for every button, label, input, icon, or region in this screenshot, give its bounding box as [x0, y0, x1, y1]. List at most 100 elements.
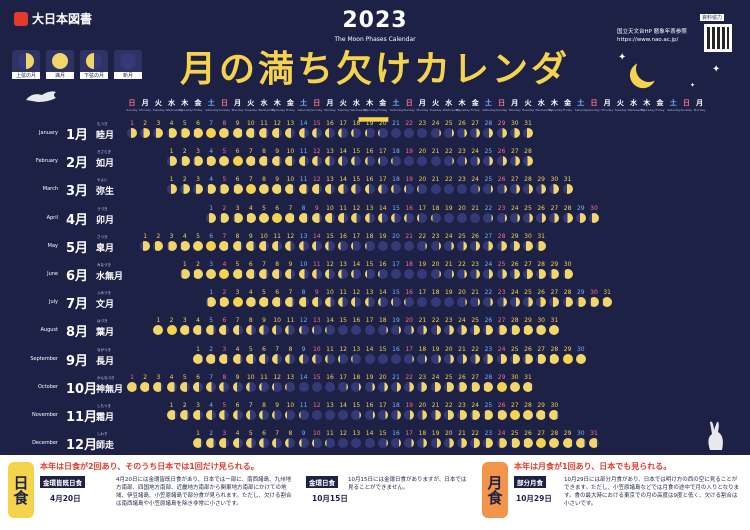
weekday-header: 金 Friday: [285, 99, 295, 112]
moon-phase-icon: [272, 240, 283, 251]
day-number: 2: [143, 373, 148, 381]
moon-phase-icon: [206, 325, 217, 336]
moon-phase-icon: [391, 325, 401, 336]
weekday-header: 水 Wednesday: [627, 99, 645, 112]
day-number: 24: [458, 317, 466, 325]
solar-event1-text: 4月20日には金環皆既日食があり、日本では一部に、南西諸島、九州地方南部、四国地…: [116, 477, 292, 507]
day-number: 19: [444, 289, 453, 297]
day-number: 2: [182, 402, 187, 409]
moon-phase-icon: [377, 410, 388, 420]
day-number: 16: [339, 232, 347, 240]
month-name-japanese: 師走: [96, 441, 115, 452]
day-number: 11: [286, 317, 295, 325]
solar-event2-tag: 金環日食: [306, 476, 338, 488]
day-number: 4: [209, 148, 214, 156]
moon-phase-icon: [166, 128, 177, 138]
moon-phase-icon: [219, 410, 230, 420]
month-number: 11月: [66, 410, 98, 425]
day-number: 2: [169, 317, 174, 325]
moon-phase-icon: [364, 269, 375, 279]
day-number: 28: [563, 204, 572, 212]
moon-phase-icon: [496, 438, 507, 449]
day-number: 17: [365, 317, 374, 325]
moon-phase-icon: [179, 325, 190, 336]
day-number: 11: [312, 261, 321, 268]
day-number: 4: [248, 289, 253, 297]
day-number: 2: [209, 345, 214, 353]
weekday-header: 水 Wednesday: [165, 99, 183, 112]
moon-phase-icon: [430, 297, 441, 308]
moon-phase-icon: [443, 184, 454, 195]
moon-phase-icon: [496, 353, 507, 364]
moon-phase-icon: [483, 297, 494, 308]
moon-phase-icon: [430, 381, 441, 392]
month-english: April: [46, 214, 58, 221]
moon-phase-icon: [285, 297, 296, 308]
moon-phase-icon: [193, 325, 203, 336]
day-number: 11: [339, 204, 347, 212]
day-number: 16: [352, 317, 361, 325]
day-number: 11: [299, 402, 308, 409]
day-number: 19: [431, 430, 440, 438]
day-number: 22: [444, 148, 453, 156]
moon-phase-icon: [589, 212, 599, 223]
day-number: 7: [235, 317, 240, 325]
moon-phase-icon: [272, 184, 283, 195]
day-number: 19: [378, 232, 387, 240]
solar-event2-date: 10月15日: [312, 494, 348, 503]
day-number: 26: [471, 232, 479, 240]
moon-phase-icon: [509, 410, 520, 420]
moon-phase-icon: [377, 325, 388, 336]
moon-phase-icon: [298, 297, 309, 308]
weekday-header: 金 Friday: [655, 99, 665, 112]
moon-phase-icon: [285, 353, 296, 364]
qr-code-icon[interactable]: [704, 24, 732, 52]
day-number: 3: [169, 232, 174, 240]
moon-phase-icon: [496, 381, 507, 392]
moon-phase-icon: [325, 212, 335, 223]
moon-phase-icon: [470, 128, 481, 138]
moon-phase-icon: [377, 212, 388, 223]
day-number: 23: [458, 148, 466, 156]
day-number: 17: [392, 261, 400, 268]
day-number: 22: [405, 120, 413, 127]
day-number: 27: [510, 176, 519, 184]
moon-phase-icon: [140, 128, 151, 138]
month-name-japanese: 神無月: [96, 384, 124, 395]
moon-phase-icon: [232, 325, 243, 336]
moon-phase-icon: [430, 240, 441, 251]
moon-phase-icon: [298, 381, 309, 392]
moon-phase-icon: [364, 381, 375, 392]
weekday-header: 木 Thursday: [363, 99, 378, 112]
day-number: 6: [248, 261, 253, 268]
weekday-header: 月 Monday: [693, 99, 706, 112]
moon-phase-icon: [470, 353, 481, 364]
day-number: 27: [550, 289, 559, 297]
moon-phase-icon: [404, 381, 415, 392]
day-number: 15: [352, 148, 361, 156]
moon-phase-icon: [179, 269, 190, 279]
day-number: 20: [444, 345, 453, 353]
moon-phase-icon: [311, 156, 322, 167]
moon-phase-icon: [470, 156, 481, 167]
day-number: 18: [365, 232, 374, 240]
day-number: 1: [209, 289, 214, 297]
moon-phase-icon: [272, 438, 283, 449]
moon-phase-icon: [417, 240, 428, 251]
day-number: 14: [339, 176, 347, 184]
day-number: 9: [301, 430, 306, 438]
day-number: 10: [286, 176, 295, 184]
moon-phase-icon: [364, 438, 375, 449]
moon-phase-icon: [325, 438, 335, 449]
moon-phase-icon: [443, 438, 454, 449]
day-number: 25: [484, 176, 493, 184]
moon-phase-icon: [245, 297, 256, 308]
day-number: 29: [576, 289, 585, 297]
day-number: 9: [314, 289, 319, 297]
month-ruby: はづき: [97, 319, 108, 324]
moon-phase-icon: [259, 184, 269, 195]
moon-phase-icon: [179, 156, 190, 167]
day-number: 4: [169, 120, 174, 127]
moon-phase-icon: [311, 410, 322, 420]
day-number: 27: [537, 430, 545, 438]
